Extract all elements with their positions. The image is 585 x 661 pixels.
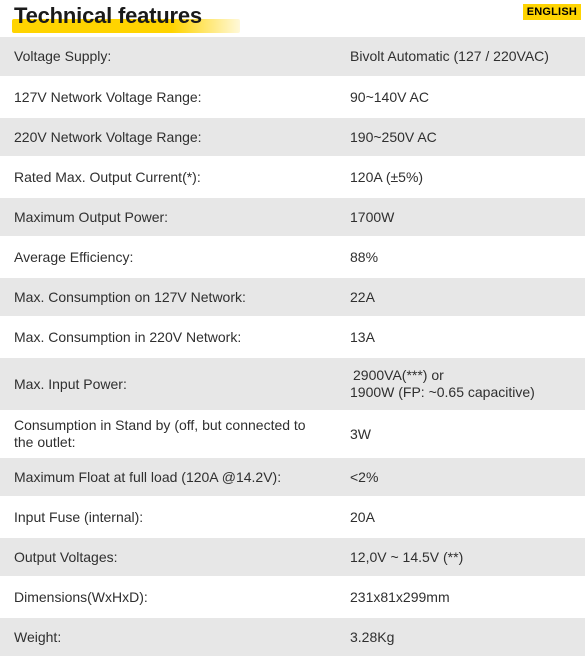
spec-value: 3W <box>336 411 585 458</box>
spec-value: 22A <box>336 277 585 318</box>
table-row: Consumption in Stand by (off, but connec… <box>0 411 585 458</box>
spec-value: 190~250V AC <box>336 117 585 158</box>
spec-label: Max. Consumption on 127V Network: <box>0 277 336 318</box>
section-title: Technical features <box>14 3 202 28</box>
spec-label: Input Fuse (internal): <box>0 497 336 538</box>
table-row: Max. Input Power: 2900VA(***) or 1900W (… <box>0 357 585 412</box>
table-row: Max. Consumption in 220V Network: 13A <box>0 317 585 358</box>
table-row: Average Efficiency: 88% <box>0 237 585 278</box>
table-row: Rated Max. Output Current(*): 120A (±5%) <box>0 157 585 198</box>
spec-label: 127V Network Voltage Range: <box>0 77 336 118</box>
spec-value: 231x81x299mm <box>336 577 585 618</box>
spec-label-line: Consumption in Stand by (off, but connec… <box>14 417 306 433</box>
table-row: 127V Network Voltage Range: 90~140V AC <box>0 77 585 118</box>
spec-value: 120A (±5%) <box>336 157 585 198</box>
table-row: Output Voltages: 12,0V ~ 14.5V (**) <box>0 537 585 578</box>
spec-value-line: 1900W (FP: ~0.65 capacitive) <box>350 384 535 400</box>
spec-label: Max. Consumption in 220V Network: <box>0 317 336 358</box>
spec-value: 88% <box>336 237 585 278</box>
table-row: Max. Consumption on 127V Network: 22A <box>0 277 585 318</box>
spec-value: 90~140V AC <box>336 77 585 118</box>
table-row: Input Fuse (internal): 20A <box>0 497 585 538</box>
spec-label-line: the outlet: <box>14 434 76 450</box>
spec-value: Bivolt Automatic (127 / 220VAC) <box>336 37 585 78</box>
table-row: 220V Network Voltage Range: 190~250V AC <box>0 117 585 158</box>
spec-value: 12,0V ~ 14.5V (**) <box>336 537 585 578</box>
page-header: Technical features ENGLISH <box>0 0 585 36</box>
spec-label: Maximum Output Power: <box>0 197 336 238</box>
spec-value: 13A <box>336 317 585 358</box>
language-badge: ENGLISH <box>522 4 581 20</box>
spec-value: 20A <box>336 497 585 538</box>
table-row: Maximum Output Power: 1700W <box>0 197 585 238</box>
spec-label: Maximum Float at full load (120A @14.2V)… <box>0 457 336 498</box>
spec-value: 1700W <box>336 197 585 238</box>
spec-label: 220V Network Voltage Range: <box>0 117 336 158</box>
table-row: Weight: 3.28Kg <box>0 617 585 658</box>
spec-label: Rated Max. Output Current(*): <box>0 157 336 198</box>
spec-value-line: 2900VA(***) or <box>353 367 444 383</box>
table-row: Maximum Float at full load (120A @14.2V)… <box>0 457 585 498</box>
spec-label-multiline: Consumption in Stand by (off, but connec… <box>0 411 336 458</box>
spec-label: Output Voltages: <box>0 537 336 578</box>
spec-value-multiline: 2900VA(***) or 1900W (FP: ~0.65 capaciti… <box>336 357 585 412</box>
spec-label: Voltage Supply: <box>0 37 336 78</box>
spec-label: Weight: <box>0 617 336 658</box>
spec-label: Dimensions(WxHxD): <box>0 577 336 618</box>
title-highlight-bar <box>12 19 240 33</box>
section-title-wrap: Technical features <box>12 3 240 33</box>
table-row: Voltage Supply: Bivolt Automatic (127 / … <box>0 37 585 78</box>
spec-value: 3.28Kg <box>336 617 585 658</box>
spec-label: Max. Input Power: <box>0 357 336 412</box>
spec-label: Average Efficiency: <box>0 237 336 278</box>
spec-value: <2% <box>336 457 585 498</box>
table-row: Dimensions(WxHxD): 231x81x299mm <box>0 577 585 618</box>
technical-features-table: Voltage Supply: Bivolt Automatic (127 / … <box>0 37 585 658</box>
